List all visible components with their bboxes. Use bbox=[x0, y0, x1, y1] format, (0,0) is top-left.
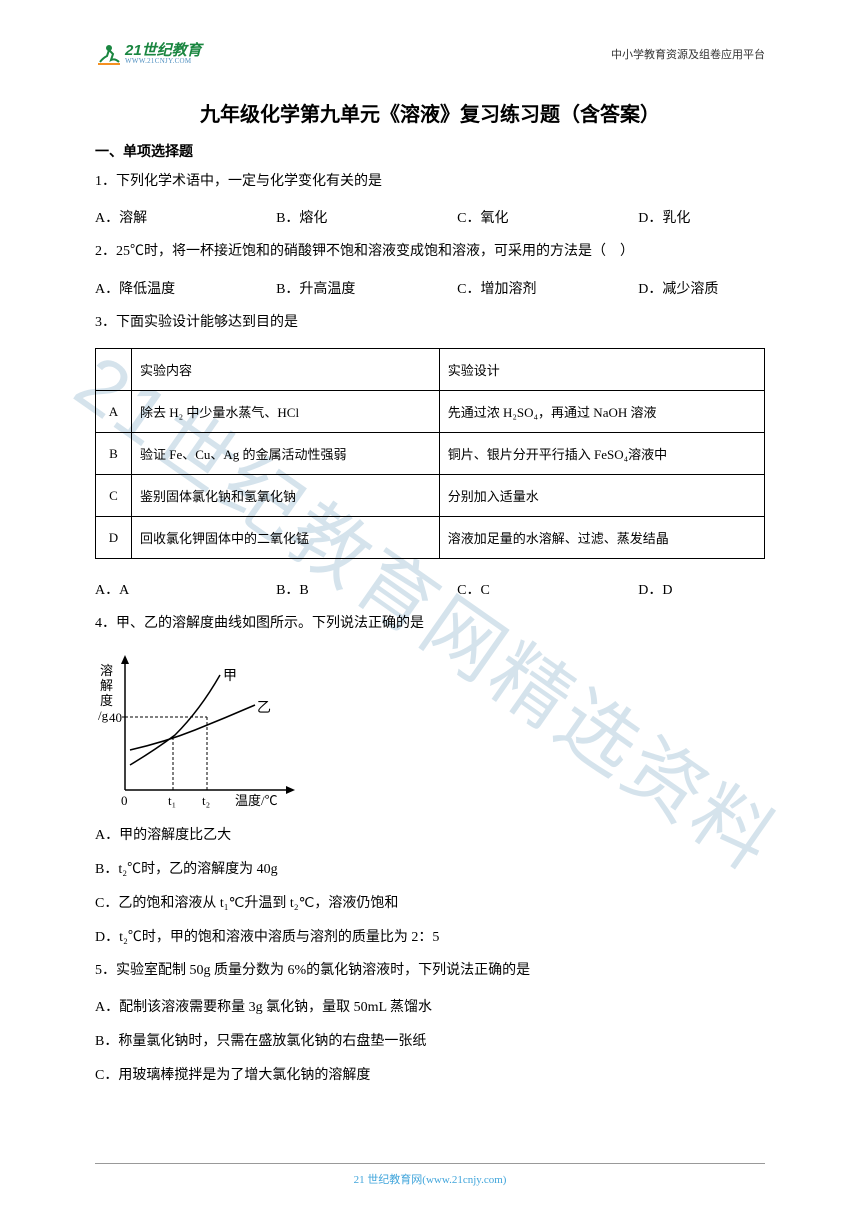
table-row-a-design: 先通过浓 H₂SO₄，再通过 NaOH 溶液 bbox=[439, 391, 764, 433]
logo-icon bbox=[95, 40, 123, 68]
table-header-content: 实验内容 bbox=[132, 349, 440, 391]
q1-option-d: D．乳化 bbox=[638, 207, 765, 227]
chart-xlabel: 温度/℃ bbox=[235, 793, 278, 808]
solubility-chart: 溶 解 度 /g 40 甲 乙 0 t₁ t₂ 温度/℃ bbox=[95, 650, 315, 810]
chart-ylabel-2: 解 bbox=[100, 678, 113, 693]
q3-table: 实验内容 实验设计 A 除去 H₂ 中少量水蒸气、HCl 先通过浓 H₂SO₄，… bbox=[95, 348, 765, 559]
q1-option-c: C．氧化 bbox=[457, 207, 638, 227]
q2-option-d: D．减少溶质 bbox=[638, 278, 765, 298]
q2-text: 2．25℃时，将一杯接近饱和的硝酸钾不饱和溶液变成饱和溶液，可采用的方法是（ ） bbox=[95, 241, 765, 263]
table-row-a-content: 除去 H₂ 中少量水蒸气、HCl bbox=[132, 391, 440, 433]
table-row-d-label: D bbox=[96, 517, 132, 559]
chart-xtick-0: 0 bbox=[121, 793, 128, 808]
chart-curve-yi: 乙 bbox=[257, 700, 271, 716]
q1-option-a: A．溶解 bbox=[95, 207, 276, 227]
page-content: 21世纪教育 WWW.21CNJY.COM 中小学教育资源及组卷应用平台 九年级… bbox=[0, 0, 860, 1084]
chart-yunit: /g bbox=[98, 708, 109, 723]
table-header-blank bbox=[96, 349, 132, 391]
q4-option-d: D．t₂℃时，甲的饱和溶液中溶质与溶剂的质量比为 2：5 bbox=[95, 926, 765, 946]
table-row-b-label: B bbox=[96, 433, 132, 475]
chart-xtick-1: t₁ bbox=[168, 793, 176, 808]
q5-option-c: C．用玻璃棒搅拌是为了增大氯化钠的溶解度 bbox=[95, 1064, 765, 1084]
q3-options: A．A B．B C．C D．D bbox=[95, 579, 765, 599]
logo-sub-text: WWW.21CNJY.COM bbox=[125, 58, 202, 65]
q3-option-a: A．A bbox=[95, 579, 276, 599]
q5-option-b: B．称量氯化钠时，只需在盛放氯化钠的右盘垫一张纸 bbox=[95, 1030, 765, 1050]
q4-option-a: A．甲的溶解度比乙大 bbox=[95, 824, 765, 844]
q2-options: A．降低温度 B．升高温度 C．增加溶剂 D．减少溶质 bbox=[95, 278, 765, 298]
header-right-text: 中小学教育资源及组卷应用平台 bbox=[611, 46, 765, 62]
chart-ytick: 40 bbox=[109, 710, 122, 725]
q4-option-c: C．乙的饱和溶液从 t₁℃升温到 t₂℃，溶液仍饱和 bbox=[95, 892, 765, 912]
q3-option-b: B．B bbox=[276, 579, 457, 599]
chart-ylabel-3: 度 bbox=[100, 693, 113, 708]
logo-text: 21世纪教育 WWW.21CNJY.COM bbox=[125, 43, 202, 65]
footer-text: 21 世纪教育网(www.21cnjy.com) bbox=[354, 1174, 507, 1186]
page-header: 21世纪教育 WWW.21CNJY.COM 中小学教育资源及组卷应用平台 bbox=[95, 40, 765, 68]
q3-option-c: C．C bbox=[457, 579, 638, 599]
q5-option-a: A．配制该溶液需要称量 3g 氯化钠，量取 50mL 蒸馏水 bbox=[95, 996, 765, 1016]
section-label: 一、单项选择题 bbox=[95, 141, 765, 161]
q4-option-b: B．t₂℃时，乙的溶解度为 40g bbox=[95, 858, 765, 878]
chart-xtick-2: t₂ bbox=[202, 793, 210, 808]
q3-option-d: D．D bbox=[638, 579, 765, 599]
q2-option-b: B．升高温度 bbox=[276, 278, 457, 298]
q3-text: 3．下面实验设计能够达到目的是 bbox=[95, 312, 765, 334]
q1-text: 1．下列化学术语中，一定与化学变化有关的是 bbox=[95, 171, 765, 193]
logo: 21世纪教育 WWW.21CNJY.COM bbox=[95, 40, 202, 68]
q1-option-b: B．熔化 bbox=[276, 207, 457, 227]
page-footer: 21 世纪教育网(www.21cnjy.com) bbox=[0, 1163, 860, 1188]
table-row-c-content: 鉴别固体氯化钠和氢氧化钠 bbox=[132, 475, 440, 517]
table-row-c-design: 分别加入适量水 bbox=[439, 475, 764, 517]
page-title: 九年级化学第九单元《溶液》复习练习题（含答案） bbox=[95, 98, 765, 127]
q2-option-a: A．降低温度 bbox=[95, 278, 276, 298]
table-row-c-label: C bbox=[96, 475, 132, 517]
table-row-d-design: 溶液加足量的水溶解、过滤、蒸发结晶 bbox=[439, 517, 764, 559]
chart-ylabel-1: 溶 bbox=[100, 663, 113, 678]
table-row-a-label: A bbox=[96, 391, 132, 433]
q2-option-c: C．增加溶剂 bbox=[457, 278, 638, 298]
table-row-b-content: 验证 Fe、Cu、Ag 的金属活动性强弱 bbox=[132, 433, 440, 475]
chart-curve-jia: 甲 bbox=[223, 669, 237, 684]
table-row-d-content: 回收氯化钾固体中的二氧化锰 bbox=[132, 517, 440, 559]
footer-divider bbox=[95, 1163, 765, 1164]
logo-main-text: 21世纪教育 bbox=[125, 43, 202, 58]
q4-text: 4．甲、乙的溶解度曲线如图所示。下列说法正确的是 bbox=[95, 613, 765, 635]
table-header-design: 实验设计 bbox=[439, 349, 764, 391]
table-row-b-design: 铜片、银片分开平行插入 FeSO₄溶液中 bbox=[439, 433, 764, 475]
q1-options: A．溶解 B．熔化 C．氧化 D．乳化 bbox=[95, 207, 765, 227]
q5-text: 5．实验室配制 50g 质量分数为 6%的氯化钠溶液时，下列说法正确的是 bbox=[95, 960, 765, 982]
